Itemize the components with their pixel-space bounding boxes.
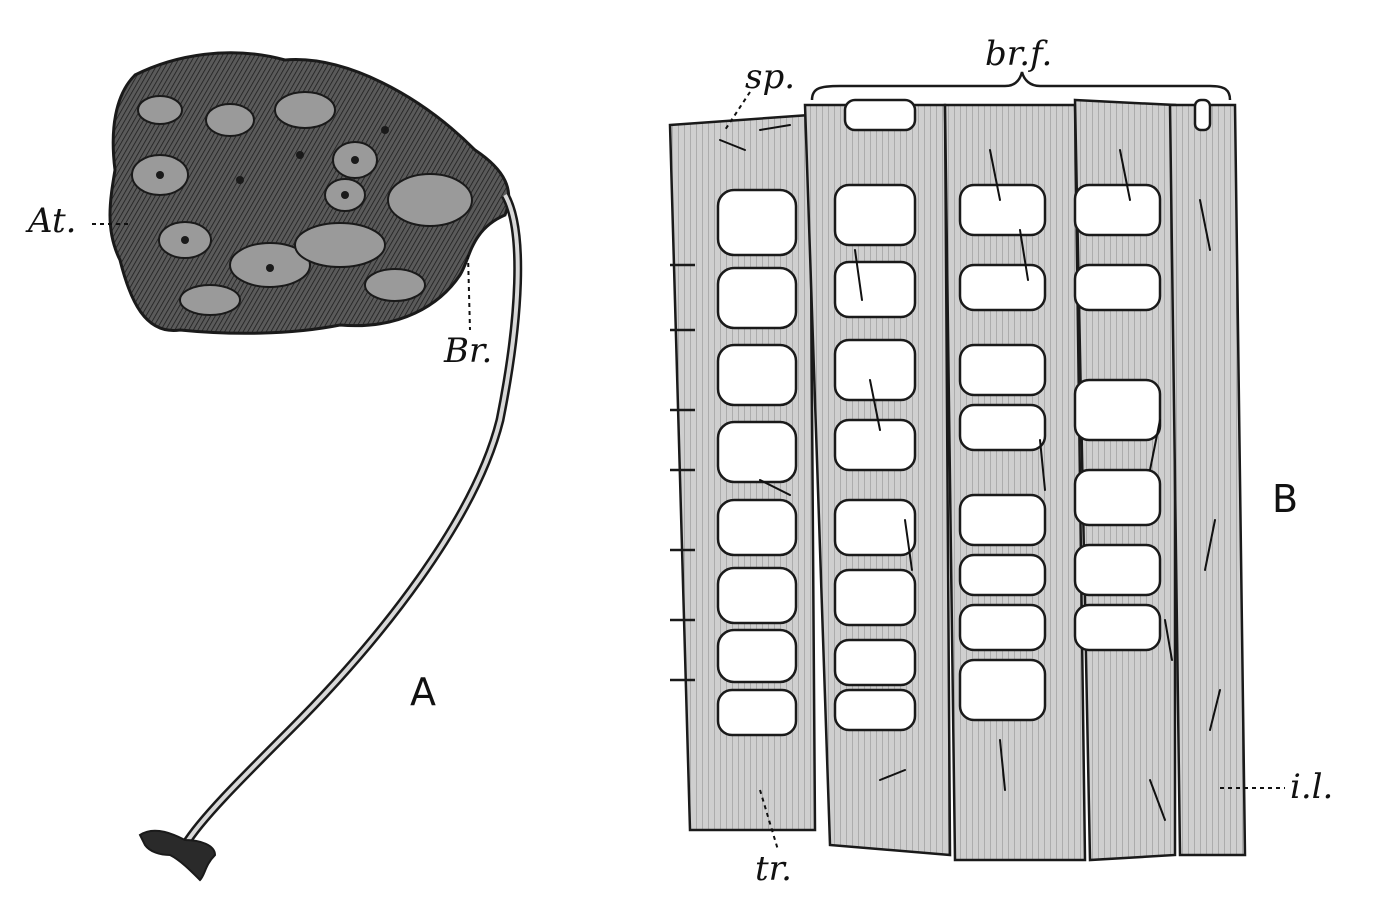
label-at: At. — [25, 201, 76, 241]
fenestrae — [716, 98, 1212, 737]
spicules — [719, 124, 1221, 821]
label-br: Br. — [443, 331, 492, 371]
brace-brf — [810, 71, 1232, 101]
panel-b-label: B — [1272, 477, 1298, 521]
label-sp: sp. — [745, 57, 795, 97]
panel-a-label: A — [410, 670, 436, 714]
mass-knobs — [131, 91, 473, 316]
holdfast — [138, 829, 217, 882]
panel-a-figure — [108, 51, 523, 882]
panel-b-figure — [668, 98, 1247, 862]
label-brf: br.f. — [985, 34, 1052, 74]
label-tr: tr. — [755, 849, 792, 889]
label-il: i.l. — [1290, 767, 1333, 807]
